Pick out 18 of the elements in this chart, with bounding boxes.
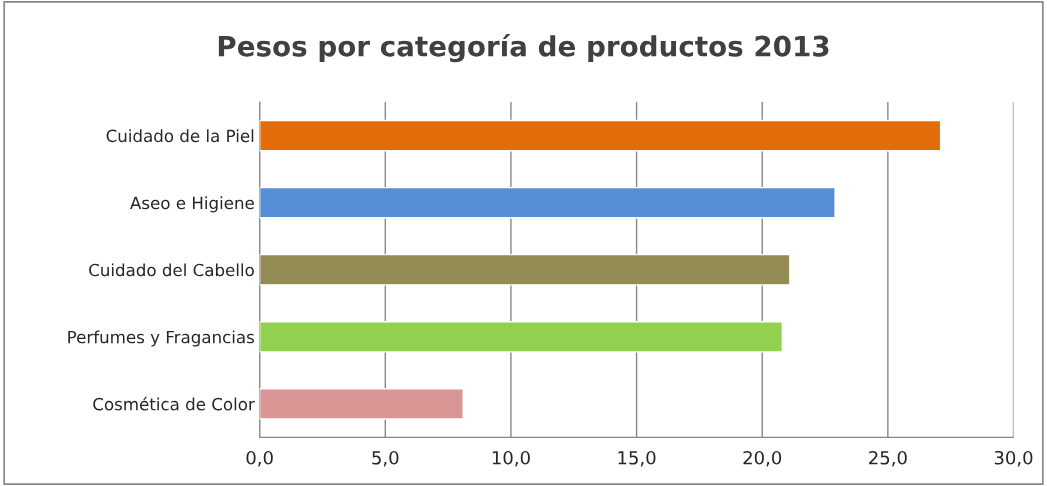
x-tick-label: 5,0	[372, 450, 399, 467]
x-tick-label: 20,0	[743, 450, 782, 467]
bar	[259, 388, 464, 420]
x-tick-label: 15,0	[618, 450, 656, 467]
bar	[259, 321, 784, 353]
y-tick-label: Aseo e Higiene	[130, 196, 254, 213]
chart-title: Pesos por categoría de productos 2013	[218, 34, 829, 63]
y-tick-label: Cosmética de Color	[93, 396, 255, 411]
x-tick-label: 10,0	[492, 450, 530, 467]
x-tick-label: 0,0	[246, 450, 273, 467]
y-tick-label: Cuidado de la Piel	[106, 129, 254, 143]
x-tick-label: 25,0	[869, 450, 907, 467]
y-tick-label: Cuidado del Cabello	[89, 263, 254, 277]
bar	[259, 119, 942, 152]
y-tick-label: Perfumes y Fragancias	[68, 330, 254, 347]
x-tick-label: 30,0	[994, 450, 1033, 467]
bar	[259, 253, 791, 286]
bar	[259, 186, 836, 219]
